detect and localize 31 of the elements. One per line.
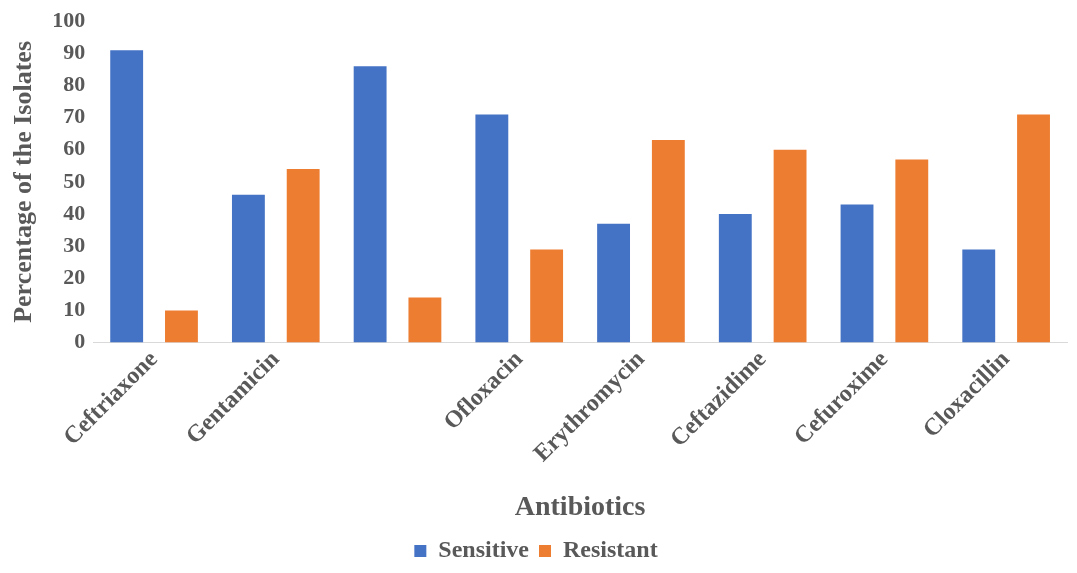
y-tick-label: 70	[63, 103, 86, 129]
bar	[231, 194, 265, 343]
legend-label: Sensitive	[438, 536, 530, 563]
y-tick-label: 50	[63, 167, 86, 193]
bar	[718, 214, 752, 343]
bar	[408, 297, 442, 343]
x-axis-title: Antibiotics	[514, 490, 646, 522]
bar	[353, 66, 387, 343]
bar	[286, 169, 320, 343]
bar	[1017, 114, 1050, 343]
y-tick-label: 80	[63, 71, 86, 97]
bar	[773, 149, 807, 343]
y-tick-label: 30	[63, 231, 86, 257]
y-tick-label: 90	[63, 39, 86, 65]
bar	[530, 249, 564, 343]
y-tick-label: 20	[63, 264, 86, 289]
y-tick-label: 60	[63, 135, 86, 161]
bar	[651, 140, 685, 343]
bar	[962, 249, 996, 343]
bar	[165, 310, 198, 343]
bar	[597, 223, 631, 343]
legend-label: Resistant	[563, 536, 658, 563]
y-tick-label: 10	[63, 296, 86, 322]
bar	[840, 204, 874, 343]
y-tick-label: 0	[74, 328, 86, 354]
bar	[475, 114, 509, 343]
y-axis-title: Percentage of the Isolates	[8, 40, 38, 323]
bar	[110, 50, 144, 343]
y-tick-label: 100	[52, 6, 86, 32]
y-tick-label: 40	[63, 199, 86, 225]
bar	[895, 159, 929, 343]
